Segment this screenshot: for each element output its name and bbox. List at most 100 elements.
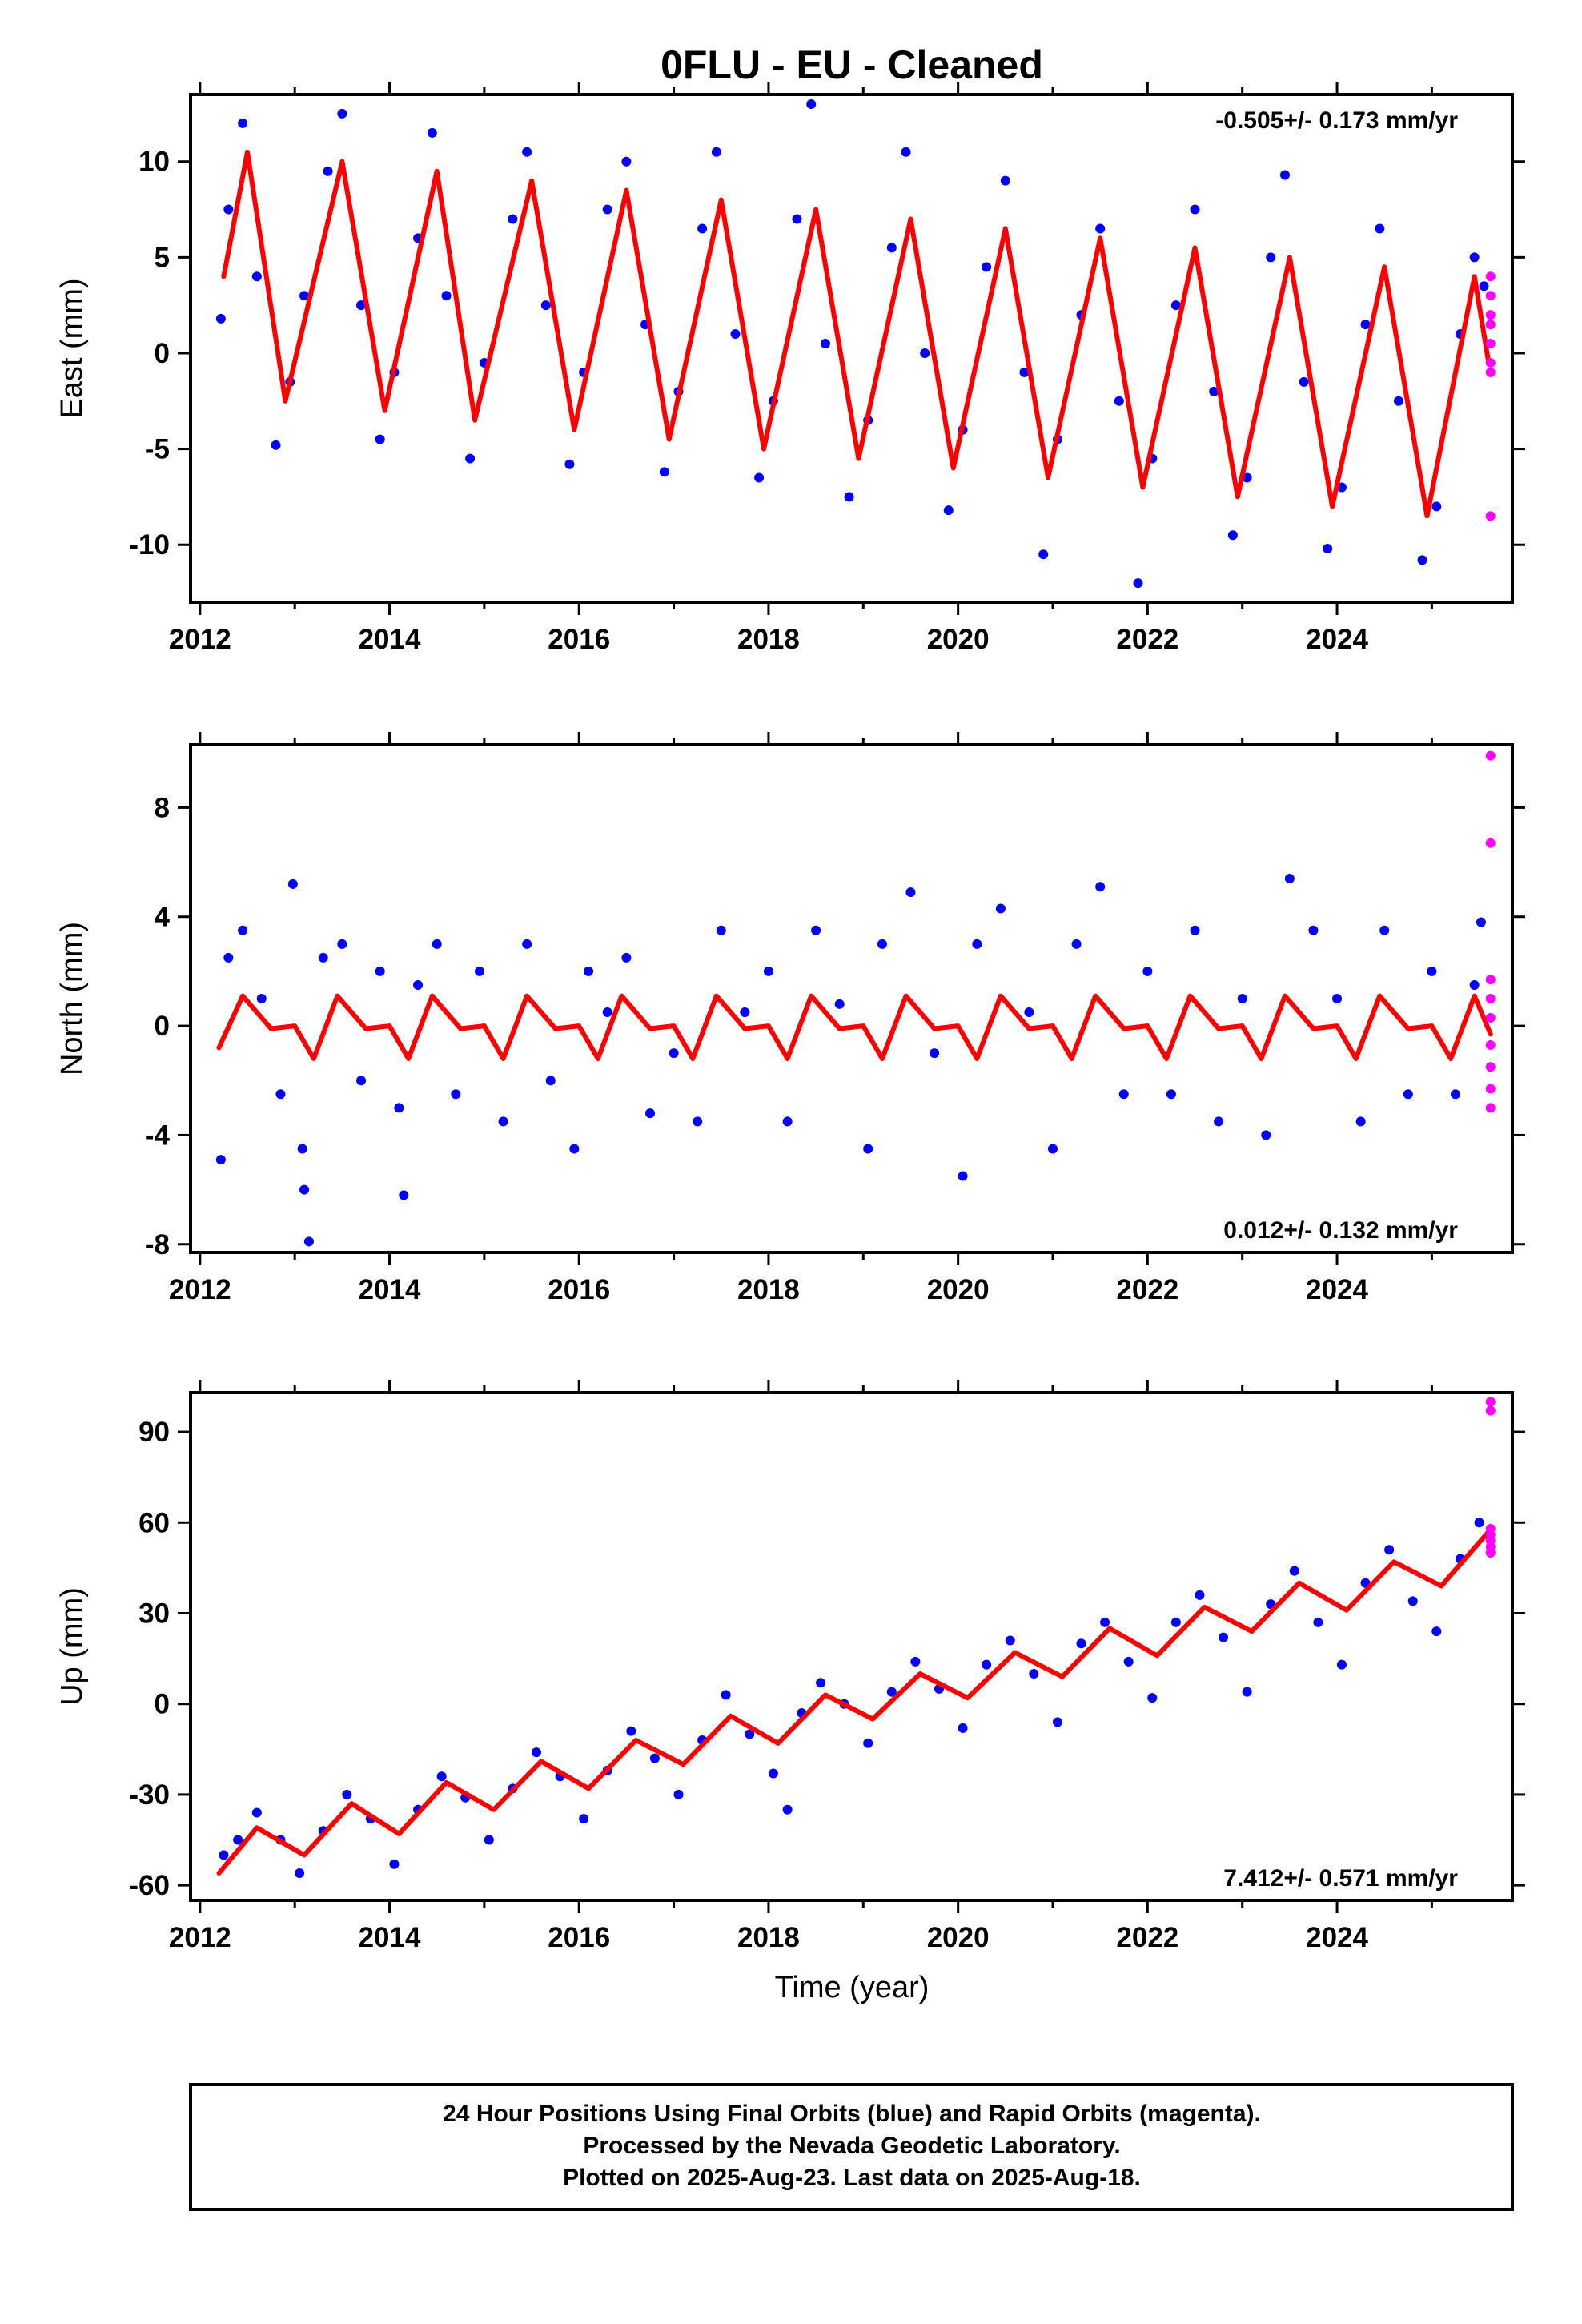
final-orbit-point xyxy=(1195,1590,1205,1600)
caption-line-3: Plotted on 2025-Aug-23. Last data on 202… xyxy=(563,2165,1141,2191)
final-orbit-point xyxy=(673,1789,684,1799)
rapid-orbit-point xyxy=(1485,367,1496,377)
final-orbit-point xyxy=(1284,874,1295,884)
x-tick-label: 2012 xyxy=(169,624,231,655)
final-orbit-point xyxy=(1029,1668,1039,1679)
final-orbit-point xyxy=(238,925,248,935)
final-orbit-point xyxy=(1403,1089,1413,1100)
plot-frame xyxy=(189,1391,1514,1902)
final-orbit-point xyxy=(1379,925,1390,935)
final-orbit-point xyxy=(806,99,817,109)
final-orbit-point xyxy=(375,434,385,444)
rapid-orbit-point xyxy=(1485,1084,1496,1094)
final-orbit-point xyxy=(886,1687,897,1697)
final-orbit-point xyxy=(299,1184,310,1195)
rapid-orbit-point xyxy=(1485,1405,1496,1416)
final-orbit-point xyxy=(1355,1116,1366,1127)
y-tick-label: 0 xyxy=(155,338,170,369)
final-orbit-point xyxy=(1384,1545,1395,1555)
x-tick-label: 2016 xyxy=(548,624,610,655)
final-orbit-point xyxy=(745,1729,755,1739)
model-curve xyxy=(221,149,1492,519)
final-orbit-point xyxy=(1190,204,1200,215)
x-tick-label: 2016 xyxy=(548,1922,610,1953)
y-tick-label: 0 xyxy=(155,1689,170,1720)
x-tick-label: 2024 xyxy=(1306,624,1368,655)
rapid-orbit-point xyxy=(1485,511,1496,521)
rapid-orbit-point xyxy=(1485,1103,1496,1113)
final-orbit-point xyxy=(1474,1518,1484,1528)
final-orbit-point xyxy=(1076,1638,1086,1649)
final-orbit-point xyxy=(820,339,830,349)
final-orbit-point xyxy=(569,1144,580,1154)
final-orbit-point xyxy=(782,1116,793,1127)
final-orbit-point xyxy=(1071,939,1082,949)
final-orbit-point xyxy=(693,1116,703,1127)
final-orbit-point xyxy=(540,300,551,311)
final-orbit-point xyxy=(626,1726,636,1736)
final-orbit-point xyxy=(1450,1089,1460,1100)
final-orbit-point xyxy=(297,1144,307,1154)
final-orbit-point xyxy=(834,999,845,1009)
final-orbit-point xyxy=(1313,1617,1323,1627)
y-axis-title: Up (mm) xyxy=(55,1587,89,1706)
final-orbit-point xyxy=(1147,1693,1158,1703)
final-orbit-point xyxy=(649,1753,660,1763)
final-orbit-point xyxy=(1332,994,1343,1003)
final-orbit-point xyxy=(441,291,452,301)
final-orbit-point xyxy=(716,925,726,935)
final-orbit-point xyxy=(930,1048,940,1059)
final-orbit-point xyxy=(982,262,992,272)
final-orbit-point xyxy=(1360,320,1371,330)
final-orbit-point xyxy=(238,118,248,128)
plot-area xyxy=(216,1397,1496,1879)
final-orbit-point xyxy=(621,156,632,167)
final-orbit-point xyxy=(275,1089,286,1100)
x-tick-label: 2012 xyxy=(169,1274,231,1305)
rapid-orbit-point xyxy=(1485,975,1496,985)
final-orbit-point xyxy=(375,966,385,976)
final-orbit-point xyxy=(223,204,234,215)
final-orbit-point xyxy=(1308,925,1319,935)
final-orbit-point xyxy=(1038,549,1049,560)
final-orbit-point xyxy=(1133,578,1143,589)
x-tick-label: 2014 xyxy=(359,624,421,655)
final-orbit-point xyxy=(1100,1617,1110,1627)
final-orbit-point xyxy=(1237,994,1247,1003)
final-orbit-point xyxy=(522,147,532,157)
x-tick-label: 2022 xyxy=(1116,1922,1178,1953)
rapid-orbit-point xyxy=(1485,271,1496,282)
final-orbit-point xyxy=(863,1738,873,1748)
final-orbit-point xyxy=(1261,1130,1271,1140)
final-orbit-point xyxy=(451,1089,461,1100)
final-orbit-point xyxy=(342,1789,352,1799)
x-tick-label: 2014 xyxy=(359,1922,421,1953)
final-orbit-point xyxy=(982,1659,992,1670)
final-orbit-point xyxy=(1427,966,1437,976)
final-orbit-point xyxy=(621,952,632,963)
x-tick-label: 2018 xyxy=(737,1922,800,1953)
final-orbit-point xyxy=(299,291,310,301)
plot-frame xyxy=(189,93,1514,604)
figure-title: 0FLU - EU - Cleaned xyxy=(661,42,1043,87)
final-orbit-point xyxy=(1266,252,1276,263)
rapid-orbit-point xyxy=(1485,1012,1496,1023)
model-curve xyxy=(216,993,1493,1061)
final-orbit-point xyxy=(905,887,916,898)
final-orbit-point xyxy=(816,1678,826,1688)
final-orbit-point xyxy=(740,1007,750,1018)
final-orbit-point xyxy=(356,1076,367,1086)
final-orbit-point xyxy=(1417,555,1427,565)
rapid-orbit-point xyxy=(1485,357,1496,368)
y-tick-label: -5 xyxy=(145,434,170,465)
final-orbit-point xyxy=(1024,1007,1034,1018)
y-tick-label: 0 xyxy=(155,1011,170,1042)
rapid-orbit-point xyxy=(1485,1039,1496,1050)
final-orbit-point xyxy=(474,966,484,976)
final-orbit-point xyxy=(1118,1089,1129,1100)
final-orbit-point xyxy=(1114,396,1124,406)
final-orbit-point xyxy=(602,204,612,215)
final-orbit-point xyxy=(413,979,424,990)
final-orbit-point xyxy=(295,1868,305,1879)
final-orbit-point xyxy=(427,127,437,138)
